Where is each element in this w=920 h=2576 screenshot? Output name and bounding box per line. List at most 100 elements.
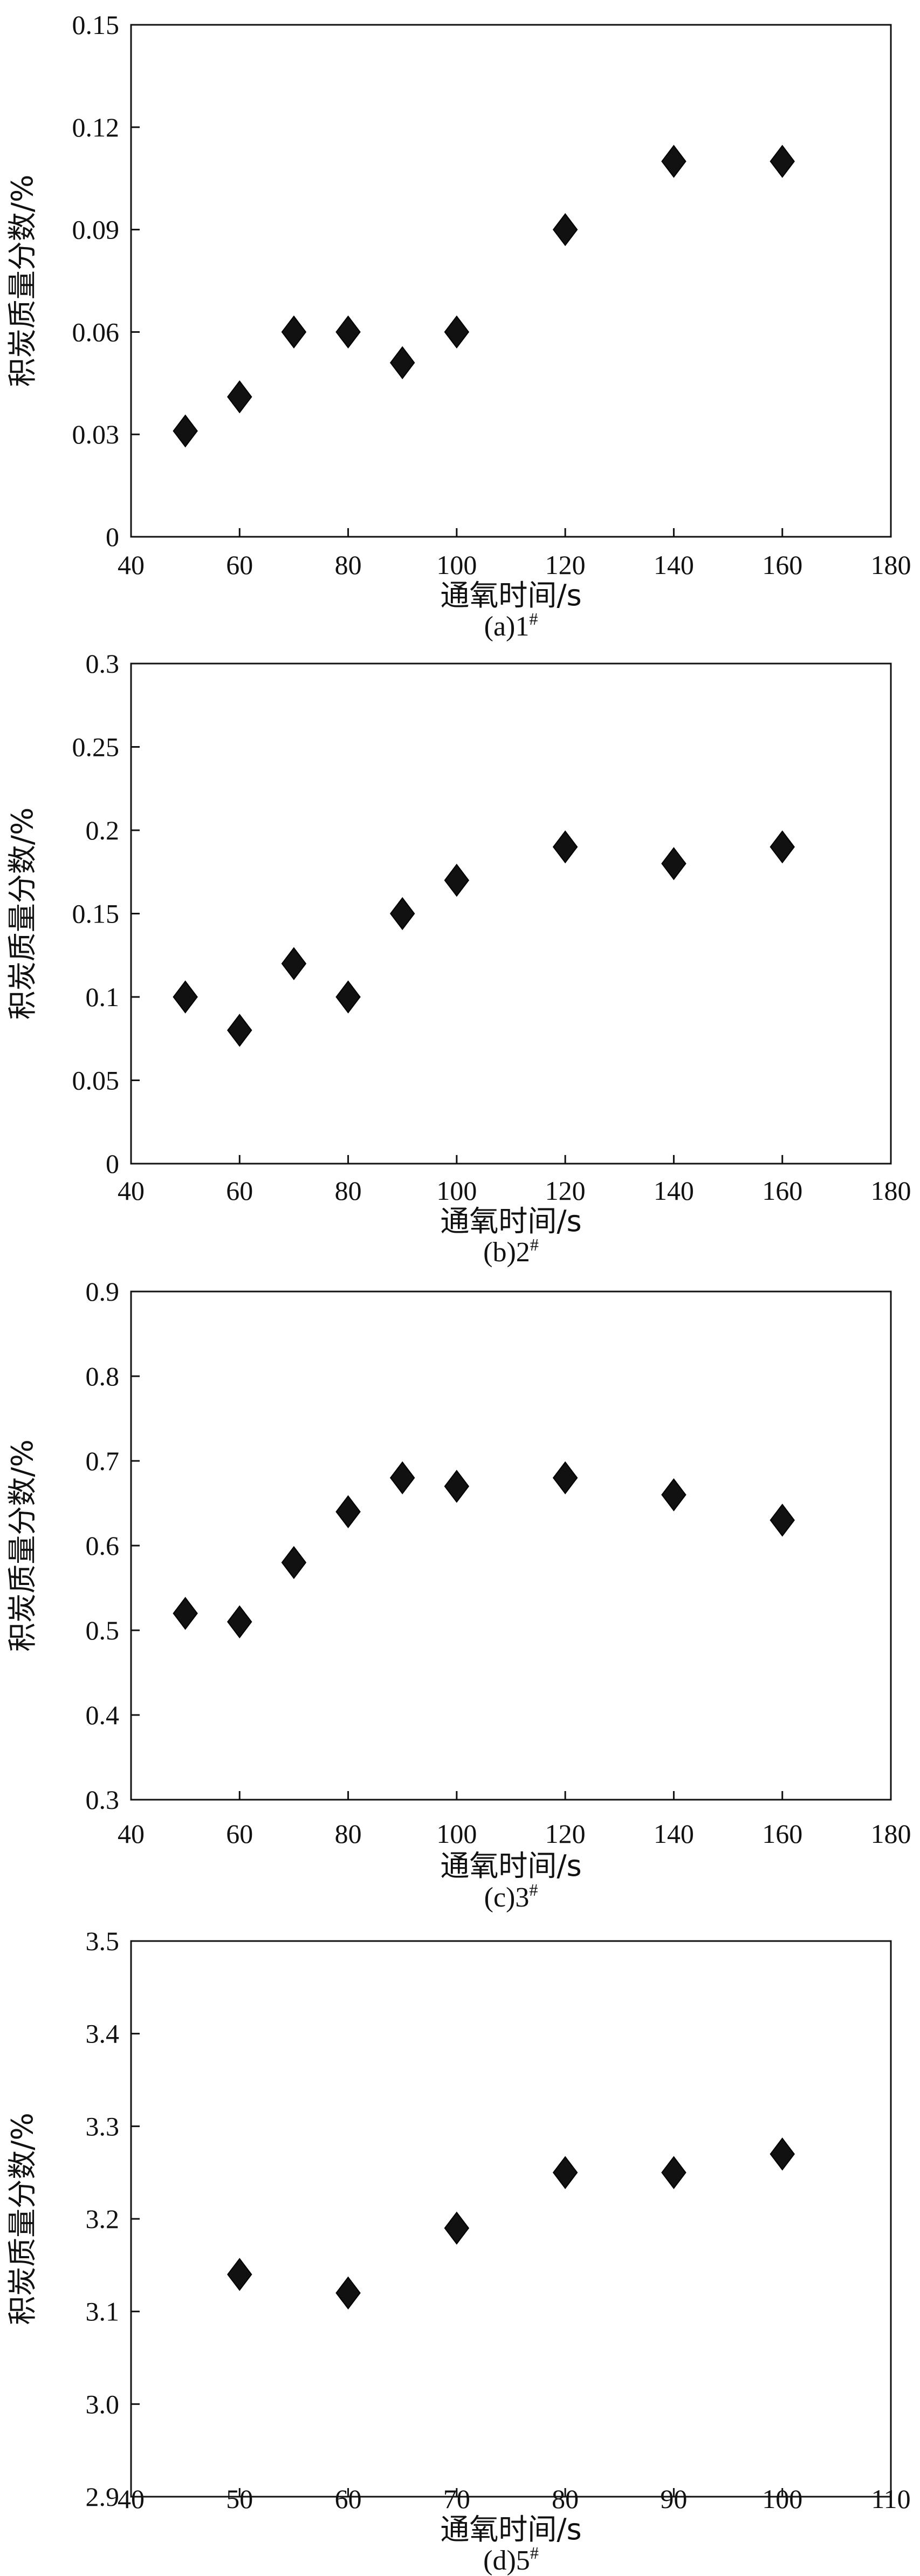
data-point-diamond — [770, 145, 795, 178]
x-tick-label: 110 — [871, 2484, 910, 2514]
scatter-plot-c: 40 60 80 100 120 140 160 180 0.3 0.4 0.5 0.6 0.7 0.8 0… — [5, 1276, 911, 1913]
x-tick-label: 100 — [436, 1176, 477, 1206]
scatter-plot-b: 40 60 80 100 120 140 160 180 0 0.05 0.1 0.15 0.2 0.25… — [5, 648, 911, 1268]
x-tick-label: 100 — [436, 550, 477, 580]
x-axis-title: 通氧时间/s — [440, 1204, 581, 1238]
x-tick-label: 40 — [118, 1819, 145, 1849]
plot-frame — [130, 662, 892, 1165]
y-tick-label: 0.15 — [72, 899, 120, 929]
x-tick-label: 40 — [118, 550, 145, 580]
x-tick-label: 160 — [762, 1819, 802, 1849]
x-tick-label: 40 — [118, 1176, 145, 1206]
y-tick-label: 0.9 — [86, 1276, 120, 1307]
x-tick-label: 160 — [762, 550, 802, 580]
data-point-diamond — [661, 847, 686, 880]
x-tick-label: 70 — [443, 2484, 470, 2514]
y-tick-label: 3.5 — [86, 1926, 120, 1956]
x-tick-label: 140 — [654, 550, 694, 580]
x-tick-label: 120 — [545, 1176, 586, 1206]
data-point-diamond — [770, 1504, 795, 1537]
x-tick-label: 140 — [654, 1176, 694, 1206]
panel-a: 40 60 80 100 120 140 160 180 0 0.03 0.06 0.09 0.12 0.… — [0, 0, 920, 642]
data-point-diamond — [444, 1470, 470, 1503]
x-tick-label: 90 — [660, 2484, 687, 2514]
y-tick-label: 0.05 — [72, 1065, 120, 1096]
data-point-diamond — [335, 315, 361, 349]
y-tick-label: 3.0 — [86, 2389, 120, 2419]
plot-frame — [130, 24, 892, 538]
y-axis-title: 积炭质量分数/% — [5, 808, 39, 1020]
x-tick-label: 100 — [436, 1819, 477, 1849]
x-tick-label: 80 — [335, 1176, 362, 1206]
data-point-diamond — [227, 2258, 252, 2291]
data-point-diamond — [335, 2276, 361, 2309]
data-point-diamond — [173, 980, 198, 1014]
x-tick-label: 180 — [871, 1176, 911, 1206]
scatter-plot-a: 40 60 80 100 120 140 160 180 0 0.03 0.06 0.09 0.12 0.… — [5, 10, 911, 642]
panel-d: 40 50 60 70 80 90 100 110 2.9 3.0 3.1 3.2 3.3 3.4 3.5 积… — [0, 1915, 920, 2576]
y-tick-label: 0.25 — [72, 732, 120, 762]
y-tick-label: 0.3 — [86, 1785, 120, 1815]
y-tick-label: 0.8 — [86, 1361, 120, 1391]
x-tick-label: 60 — [335, 2484, 362, 2514]
data-point-diamond — [552, 2156, 578, 2189]
panel-caption: (d)5# — [483, 2543, 539, 2576]
y-tick-label: 0.4 — [86, 1700, 120, 1730]
y-tick-label: 0.5 — [86, 1615, 120, 1645]
y-tick-label: 0.06 — [72, 317, 120, 347]
data-point-diamond — [770, 2137, 795, 2171]
x-tick-label: 40 — [118, 2484, 145, 2514]
data-point-diamond — [227, 1605, 252, 1638]
y-tick-label: 2.9 — [86, 2482, 120, 2512]
y-axis-title: 积炭质量分数/% — [5, 1439, 39, 1652]
y-tick-label: 0.1 — [86, 982, 120, 1012]
y-axis-title: 积炭质量分数/% — [5, 175, 39, 387]
y-tick-label: 0 — [106, 1149, 119, 1179]
data-point-diamond — [173, 1596, 198, 1630]
data-point-diamond — [661, 2156, 686, 2189]
panel-c: 40 60 80 100 120 140 160 180 0.3 0.4 0.5 0.6 0.7 0.8 0… — [0, 1268, 920, 1915]
data-point-diamond — [552, 213, 578, 247]
data-point-diamond — [281, 315, 307, 349]
data-point-diamond — [173, 414, 198, 448]
x-axis-title: 通氧时间/s — [440, 578, 581, 612]
x-tick-label: 100 — [762, 2484, 802, 2514]
x-tick-label: 80 — [335, 1819, 362, 1849]
data-point-diamond — [389, 897, 415, 931]
plot-frame — [130, 1290, 892, 1801]
data-point-diamond — [444, 315, 470, 349]
x-tick-label: 60 — [226, 1819, 253, 1849]
x-tick-label: 60 — [226, 550, 253, 580]
data-point-diamond — [335, 1495, 361, 1528]
panel-caption: (c)3# — [484, 1880, 538, 1913]
y-tick-label: 0.6 — [86, 1530, 120, 1561]
x-tick-label: 180 — [871, 550, 911, 580]
x-tick-label: 160 — [762, 1176, 802, 1206]
panel-caption: (b)2# — [483, 1235, 539, 1268]
y-tick-label: 0.7 — [86, 1446, 120, 1476]
y-tick-label: 0.09 — [72, 215, 120, 245]
y-tick-label: 3.3 — [86, 2111, 120, 2141]
data-point-diamond — [335, 980, 361, 1014]
data-point-diamond — [444, 2211, 470, 2245]
x-tick-label: 60 — [226, 1176, 253, 1206]
x-axis-title: 通氧时间/s — [440, 1849, 581, 1883]
x-tick-label: 140 — [654, 1819, 694, 1849]
data-point-diamond — [552, 1461, 578, 1495]
panel-caption: (a)1# — [484, 609, 538, 642]
y-tick-label: 0.12 — [72, 112, 120, 142]
data-point-diamond — [661, 145, 686, 178]
x-tick-label: 120 — [545, 1819, 586, 1849]
panel-b: 40 60 80 100 120 140 160 180 0 0.05 0.1 0.15 0.2 0.25… — [0, 642, 920, 1268]
data-point-diamond — [227, 380, 252, 414]
plot-frame — [130, 1940, 892, 2498]
y-tick-label: 0.2 — [86, 815, 120, 845]
y-axis-title: 积炭质量分数/% — [5, 2113, 39, 2325]
y-tick-label: 3.1 — [86, 2297, 120, 2327]
data-point-diamond — [770, 830, 795, 864]
data-point-diamond — [389, 346, 415, 379]
data-point-diamond — [281, 947, 307, 980]
x-axis-title: 通氧时间/s — [440, 2512, 581, 2546]
y-tick-label: 3.4 — [86, 2019, 120, 2049]
